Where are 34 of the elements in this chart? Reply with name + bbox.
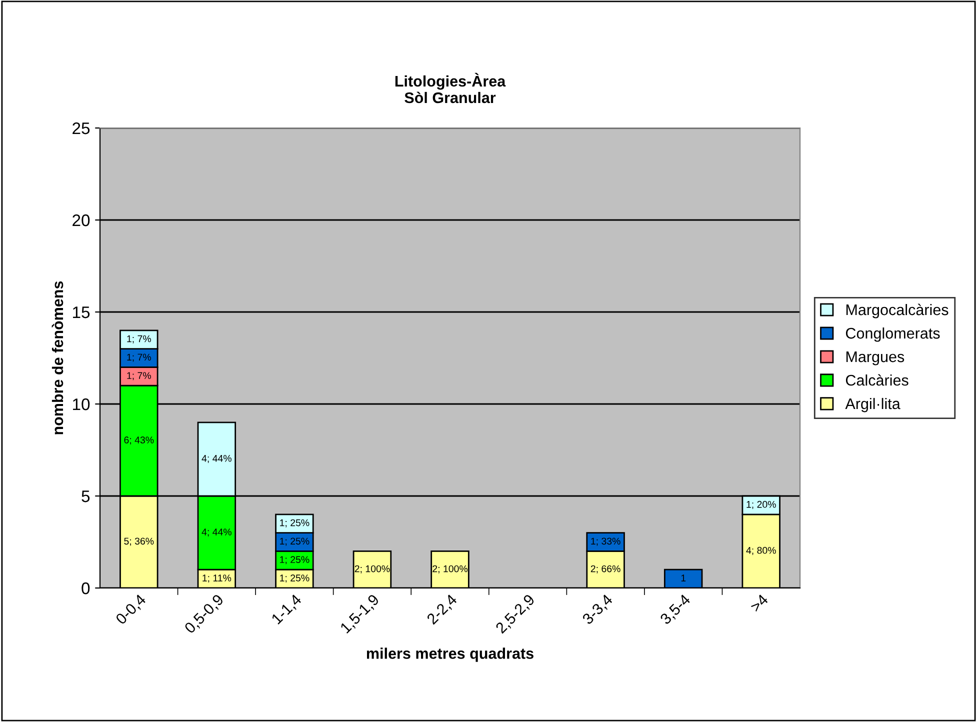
- data-label: 1; 7%: [127, 354, 151, 362]
- x-axis-title: milers metres quadrats: [366, 648, 534, 662]
- data-label: 1; 11%: [202, 574, 232, 583]
- data-label: 4; 80%: [746, 546, 776, 555]
- legend-label: Conglomerats: [846, 327, 940, 342]
- data-label: 1; 25%: [280, 556, 310, 564]
- y-tick-label: 20: [72, 214, 90, 226]
- legend-label: Margocalcàries: [846, 304, 948, 318]
- y-tick-label: 10: [73, 398, 90, 410]
- data-label: 1: [681, 574, 686, 582]
- data-label: 5; 36%: [124, 538, 154, 546]
- chart-title: Litologies-Àrea Sòl Granular: [395, 72, 506, 104]
- data-label: 2; 100%: [432, 565, 468, 574]
- data-label: 1; 25%: [280, 574, 310, 583]
- legend-label: Calcàries: [846, 374, 908, 386]
- legend-label: Argil·lita: [845, 398, 900, 412]
- data-label: 1; 25%: [280, 538, 310, 546]
- data-label: 4; 44%: [202, 454, 232, 463]
- data-label: 1; 7%: [127, 372, 151, 380]
- data-label: 2; 100%: [354, 565, 390, 574]
- data-label: 6; 43%: [124, 436, 154, 445]
- y-axis-title: nombre de fenòmens: [52, 281, 64, 434]
- y-tick-label: 5: [82, 490, 90, 502]
- data-label: 2; 66%: [590, 565, 620, 574]
- legend-label: Margues: [846, 352, 904, 366]
- data-label: 1; 20%: [746, 500, 776, 509]
- data-label: 1; 33%: [591, 538, 620, 546]
- data-label: 4; 44%: [202, 528, 232, 537]
- x-tick-label: >4: [750, 594, 769, 612]
- y-tick-label: 15: [73, 306, 90, 318]
- data-label: 1; 25%: [280, 519, 310, 528]
- data-label: 1; 7%: [127, 335, 151, 344]
- y-tick-label: 0: [82, 582, 90, 594]
- y-tick-label: 25: [72, 122, 90, 134]
